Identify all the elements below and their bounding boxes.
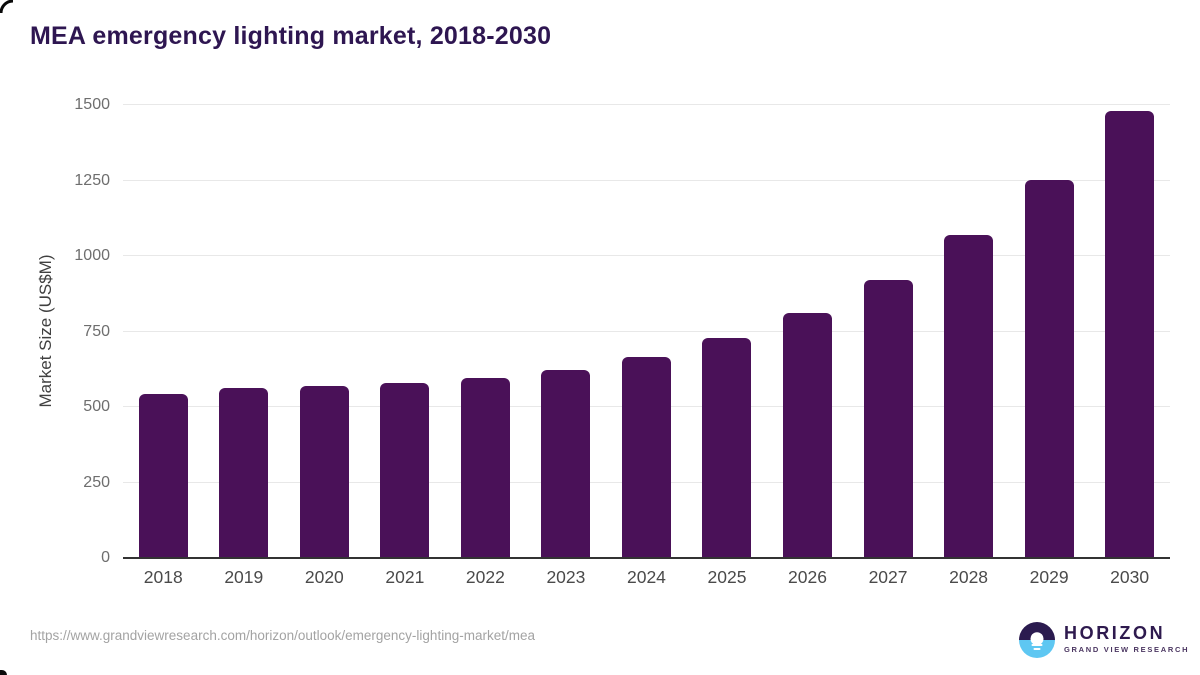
bar-band-2019 (204, 105, 285, 558)
y-tick-label-1500: 1500 (74, 96, 110, 113)
gridline-1250 (123, 179, 1170, 181)
x-axis-ticks: 2018 2019 2020 2021 2022 2023 2024 2025 2026 2027… (123, 567, 1170, 588)
bar-band-2021 (365, 105, 446, 558)
logo-text: HORIZON GRAND VIEW RESEARCH (1064, 622, 1189, 654)
bar-band-2030 (1089, 105, 1170, 558)
bar-band-2027 (848, 105, 929, 558)
x-tick-label-2019: 2019 (224, 567, 264, 587)
screen-corner-artifact-top-left (0, 0, 14, 14)
horizon-logo-icon (1019, 622, 1055, 658)
gridline-1000 (123, 255, 1170, 257)
bar-series (123, 105, 1170, 558)
x-axis-line (123, 557, 1170, 559)
bar-2025 (702, 338, 752, 558)
sun-icon (1030, 632, 1044, 646)
screen-corner-artifact-bottom-left (0, 670, 7, 675)
bar-2026 (783, 312, 833, 558)
x-tick-label-2030: 2030 (1110, 567, 1150, 587)
bar-band-2020 (284, 105, 365, 558)
logo-subtitle: GRAND VIEW RESEARCH (1064, 645, 1190, 654)
x-tick-label-2026: 2026 (788, 567, 827, 587)
bar-band-2023 (526, 105, 607, 558)
bar-2030 (1105, 110, 1155, 558)
bar-band-2018 (123, 105, 204, 558)
y-tick-label-250: 250 (83, 473, 110, 491)
source-url: https://www.grandviewresearch.com/horizo… (30, 628, 535, 643)
y-axis-ticks: 0 250 500 750 1000 1250 1500 (0, 96, 110, 566)
bar-2021 (380, 382, 430, 558)
bar-band-2029 (1009, 105, 1090, 558)
wave-icon (1033, 648, 1041, 650)
chart-title: MEA emergency lighting market, 2018-2030 (30, 22, 552, 50)
y-tick-label-500: 500 (83, 398, 110, 416)
bar-2020 (299, 386, 349, 558)
bar-2022 (460, 378, 510, 558)
bar-2024 (621, 357, 671, 558)
x-tick-label-2024: 2024 (626, 567, 666, 587)
logo-name: HORIZON (1064, 623, 1166, 643)
wave-icon (1031, 644, 1043, 646)
bar-band-2026 (767, 105, 848, 558)
bar-band-2022 (445, 105, 526, 558)
horizon-logo: HORIZON GRAND VIEW RESEARCH (1019, 622, 1189, 658)
bar-2027 (863, 280, 913, 558)
bar-band-2028 (928, 105, 1009, 558)
bar-2018 (138, 394, 188, 558)
y-tick-label-1250: 1250 (74, 171, 110, 189)
x-tick-label-2020: 2020 (304, 567, 344, 587)
y-tick-label-750: 750 (83, 322, 110, 340)
y-tick-label-1000: 1000 (74, 247, 110, 265)
plot-area (123, 104, 1170, 559)
bar-2023 (541, 370, 591, 558)
bar-2029 (1024, 179, 1074, 558)
x-tick-label-2025: 2025 (707, 567, 747, 587)
bar-band-2024 (606, 105, 687, 558)
gridline-1500 (123, 104, 1170, 105)
bar-band-2025 (687, 105, 768, 558)
x-tick-label-2022: 2022 (465, 567, 505, 587)
x-tick-label-2027: 2027 (868, 567, 908, 587)
x-tick-label-2029: 2029 (1029, 567, 1069, 587)
x-tick-label-2021: 2021 (385, 567, 425, 587)
bar-2028 (944, 235, 994, 558)
x-tick-label-2018: 2018 (143, 567, 183, 587)
x-tick-label-2028: 2028 (949, 567, 989, 587)
x-tick-label-2023: 2023 (546, 567, 586, 587)
gridline-750 (123, 330, 1170, 332)
bar-2019 (219, 387, 269, 558)
y-tick-label-0: 0 (101, 549, 110, 566)
